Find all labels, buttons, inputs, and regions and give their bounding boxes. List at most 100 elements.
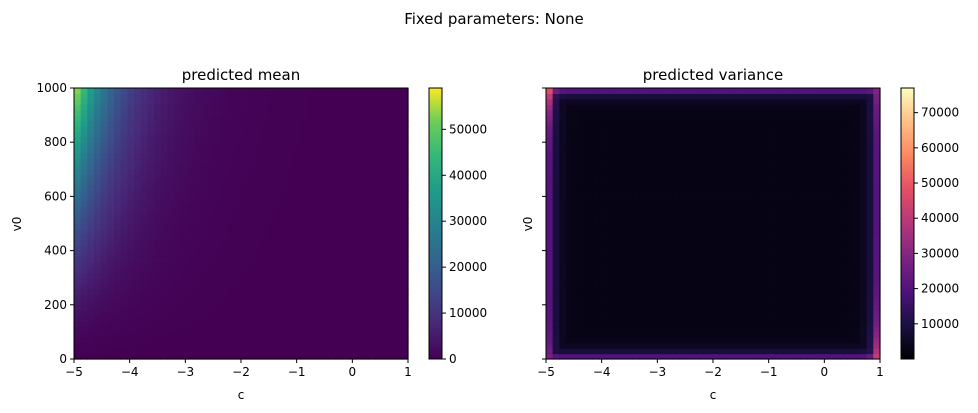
heatmap-cell	[679, 266, 687, 273]
heatmap-cell	[699, 304, 707, 311]
heatmap-cell	[846, 315, 854, 322]
heatmap-cell	[786, 331, 794, 338]
heatmap-cell	[632, 277, 641, 284]
heatmap-cell	[859, 283, 868, 290]
heatmap-cell	[793, 321, 801, 328]
heatmap-cell	[120, 115, 129, 122]
heatmap-cell	[134, 153, 142, 160]
heatmap-cell	[354, 115, 362, 122]
heatmap-cell	[214, 293, 222, 300]
heatmap-cell	[639, 147, 647, 154]
heatmap-cell	[367, 93, 376, 100]
heatmap-cell	[267, 196, 275, 203]
heatmap-cell	[254, 109, 262, 116]
heatmap-cell	[819, 348, 828, 355]
heatmap-cell	[107, 277, 115, 284]
heatmap-cell	[799, 342, 808, 349]
heatmap-cell	[281, 299, 289, 306]
heatmap-cell	[819, 201, 828, 208]
heatmap-cell	[659, 201, 667, 208]
heatmap-cell	[746, 185, 754, 192]
heatmap-cell	[180, 207, 189, 214]
heatmap-cell	[100, 169, 108, 176]
heatmap-cell	[127, 337, 135, 344]
heatmap-cell	[559, 147, 567, 154]
heatmap-cell	[672, 207, 681, 214]
heatmap-cell	[194, 190, 202, 197]
heatmap-cell	[307, 125, 316, 132]
heatmap-cell	[154, 115, 162, 122]
heatmap-cell	[194, 272, 202, 279]
heatmap-cell	[387, 169, 396, 176]
heatmap-cell	[354, 125, 362, 132]
heatmap-cell	[107, 239, 115, 246]
heatmap-cell	[686, 153, 694, 160]
heatmap-cell	[599, 250, 607, 257]
heatmap-cell	[241, 115, 249, 122]
heatmap-cell	[626, 250, 634, 257]
heatmap-cell	[632, 131, 641, 138]
heatmap-cell	[214, 250, 222, 257]
heatmap-cell	[846, 245, 854, 252]
heatmap-cell	[672, 342, 681, 349]
heatmap-cell	[746, 120, 754, 127]
heatmap-cell	[140, 190, 149, 197]
heatmap-cell	[646, 331, 654, 338]
heatmap-cell	[194, 163, 202, 170]
heatmap-cell	[706, 223, 714, 230]
heatmap-cell	[160, 299, 169, 306]
heatmap-cell	[799, 234, 808, 241]
heatmap-cell	[746, 315, 754, 322]
heatmap-cell	[194, 304, 202, 311]
heatmap-cell	[666, 256, 674, 263]
heatmap-cell	[80, 272, 88, 279]
heatmap-cell	[826, 245, 834, 252]
heatmap-cell	[786, 283, 794, 290]
heatmap-cell	[261, 218, 269, 225]
heatmap-cell	[799, 283, 808, 290]
heatmap-cell	[267, 190, 275, 197]
heatmap-cell	[307, 185, 316, 192]
heatmap-cell	[174, 196, 182, 203]
heatmap-cell	[726, 261, 734, 268]
heatmap-cell	[666, 288, 674, 295]
heatmap-cell	[287, 147, 296, 154]
heatmap-cell	[274, 147, 282, 154]
heatmap-cell	[207, 272, 215, 279]
heatmap-cell	[334, 299, 342, 306]
heatmap-cell	[632, 88, 641, 95]
heatmap-cell	[394, 98, 402, 105]
heatmap-cell	[632, 299, 641, 306]
heatmap-cell	[247, 109, 255, 116]
heatmap-cell	[120, 239, 129, 246]
heatmap-cell	[394, 136, 402, 143]
heatmap-cell	[94, 288, 102, 295]
heatmap-cell	[619, 115, 627, 122]
heatmap-cell	[813, 245, 821, 252]
heatmap-cell	[180, 256, 189, 263]
heatmap-cell	[301, 212, 309, 219]
heatmap-cell	[672, 109, 681, 116]
heatmap-cell	[799, 261, 808, 268]
heatmap-cell	[793, 163, 801, 170]
heatmap-cell	[632, 266, 641, 273]
heatmap-cell	[261, 98, 269, 105]
heatmap-cell	[367, 136, 376, 143]
heatmap-cell	[160, 272, 169, 279]
heatmap-cell	[381, 125, 389, 132]
heatmap-cell	[599, 212, 607, 219]
heatmap-cell	[773, 348, 781, 355]
heatmap-cell	[686, 109, 694, 116]
heatmap-cell	[154, 342, 162, 349]
heatmap-cell	[612, 212, 621, 219]
heatmap-cell	[387, 272, 396, 279]
heatmap-cell	[619, 342, 627, 349]
heatmap-cell	[659, 115, 667, 122]
heatmap-cell	[793, 169, 801, 176]
heatmap-cell	[806, 120, 814, 127]
heatmap-cell	[572, 283, 580, 290]
heatmap-cell	[766, 337, 774, 344]
heatmap-cell	[160, 196, 169, 203]
heatmap-cell	[194, 131, 202, 138]
heatmap-cell	[713, 201, 721, 208]
